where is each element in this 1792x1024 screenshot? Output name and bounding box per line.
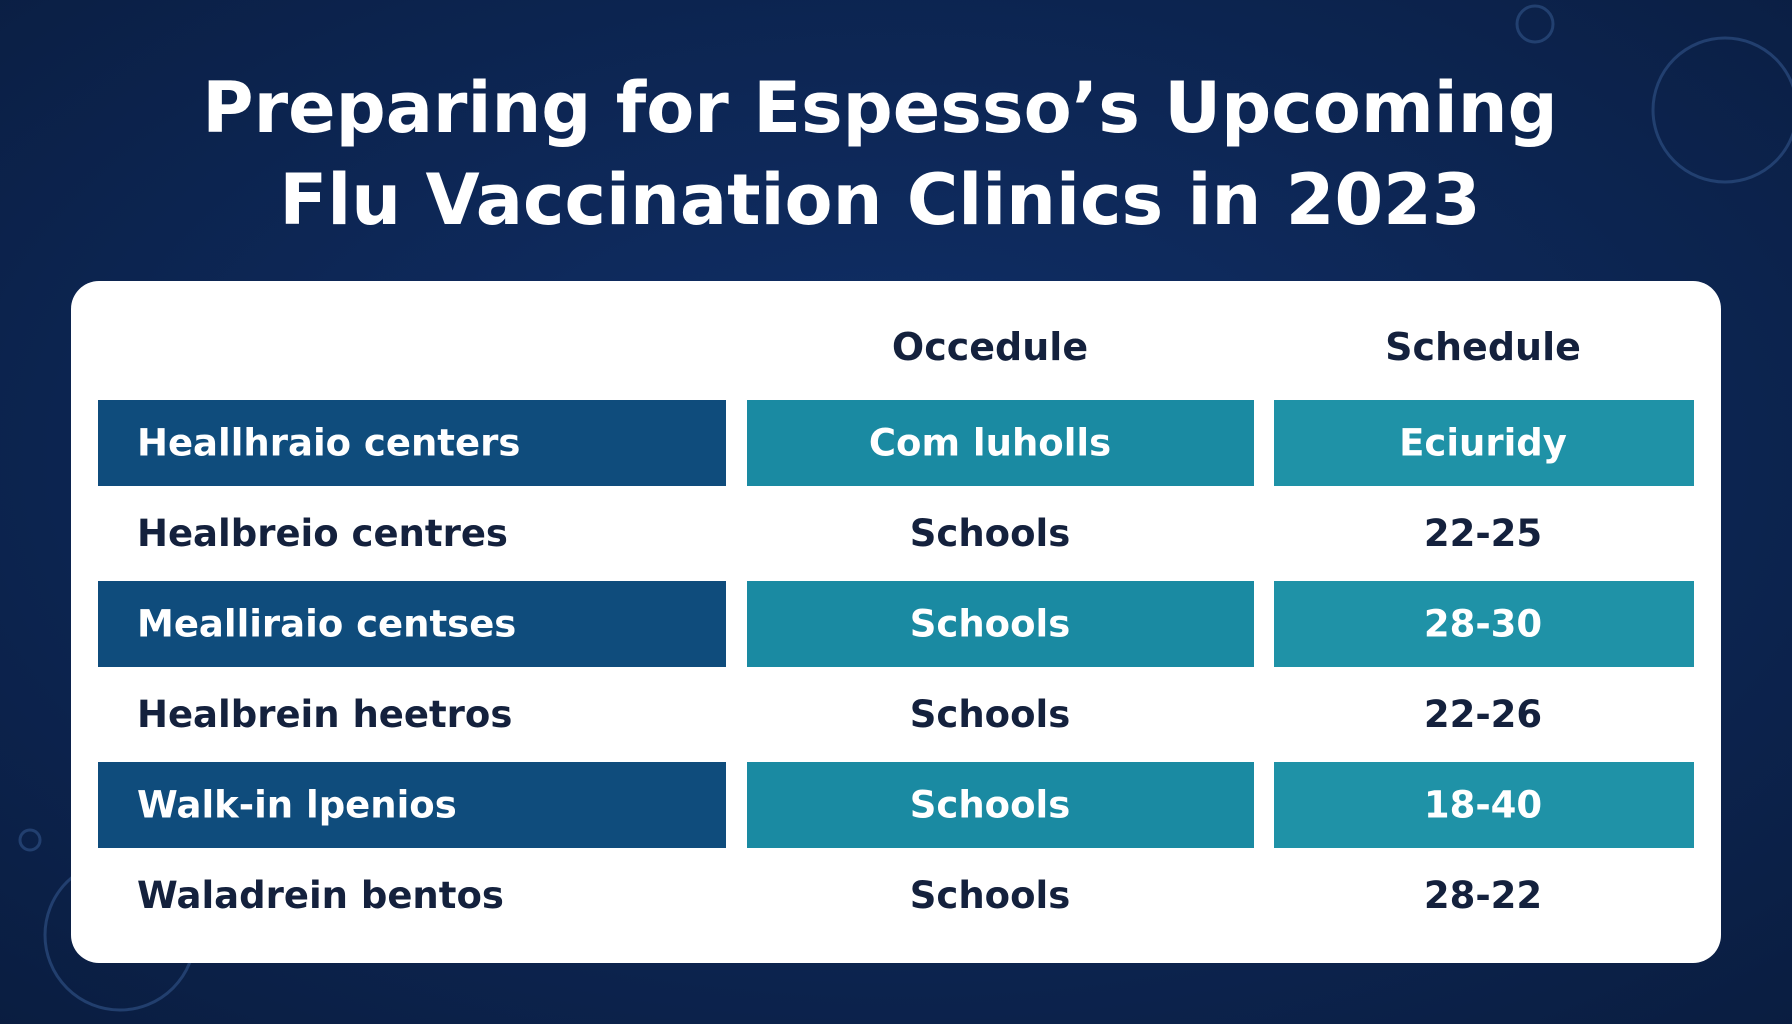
cell-background xyxy=(747,762,1254,848)
table-cell: Schools xyxy=(910,874,1070,917)
column-header: Schedule xyxy=(1385,325,1581,369)
cell-background xyxy=(1274,762,1694,848)
cell-background xyxy=(1274,400,1694,486)
title-line: Flu Vaccination Clinics in 2023 xyxy=(279,159,1480,241)
cell-background xyxy=(747,581,1254,667)
table-cell: Com luholls xyxy=(869,422,1111,465)
table-cell: Walk-in lpenios xyxy=(137,784,457,827)
table-cell: Healbreio centres xyxy=(137,512,508,555)
table: Occedule Schedule Heallhraio centers Com lu… xyxy=(98,325,1694,917)
table-cell: 28-30 xyxy=(1424,603,1542,646)
cell-background xyxy=(1274,581,1694,667)
table-cell: 22-25 xyxy=(1424,512,1542,555)
cell-background xyxy=(747,400,1254,486)
table-cell: Schools xyxy=(910,693,1070,736)
table-cell: 22-26 xyxy=(1424,693,1542,736)
table-cell: 28-22 xyxy=(1424,874,1542,917)
table-cell: Schools xyxy=(910,784,1070,827)
table-cell: Heallhraio centers xyxy=(137,422,520,465)
title-line: Preparing for Espesso’s Upcoming xyxy=(202,67,1557,149)
cell-background xyxy=(98,581,726,667)
table-cell: 18-40 xyxy=(1424,784,1542,827)
column-header: Occedule xyxy=(892,325,1088,369)
table-cell: Waladrein bentos xyxy=(137,874,504,917)
cell-background xyxy=(98,762,726,848)
table-cell: Mealliraio centses xyxy=(137,603,516,646)
table-cell: Schools xyxy=(910,512,1070,555)
table-cell: Eciuridy xyxy=(1399,422,1567,465)
table-cell: Schools xyxy=(910,603,1070,646)
cell-background xyxy=(98,400,726,486)
table-cell: Healbrein heetros xyxy=(137,693,512,736)
